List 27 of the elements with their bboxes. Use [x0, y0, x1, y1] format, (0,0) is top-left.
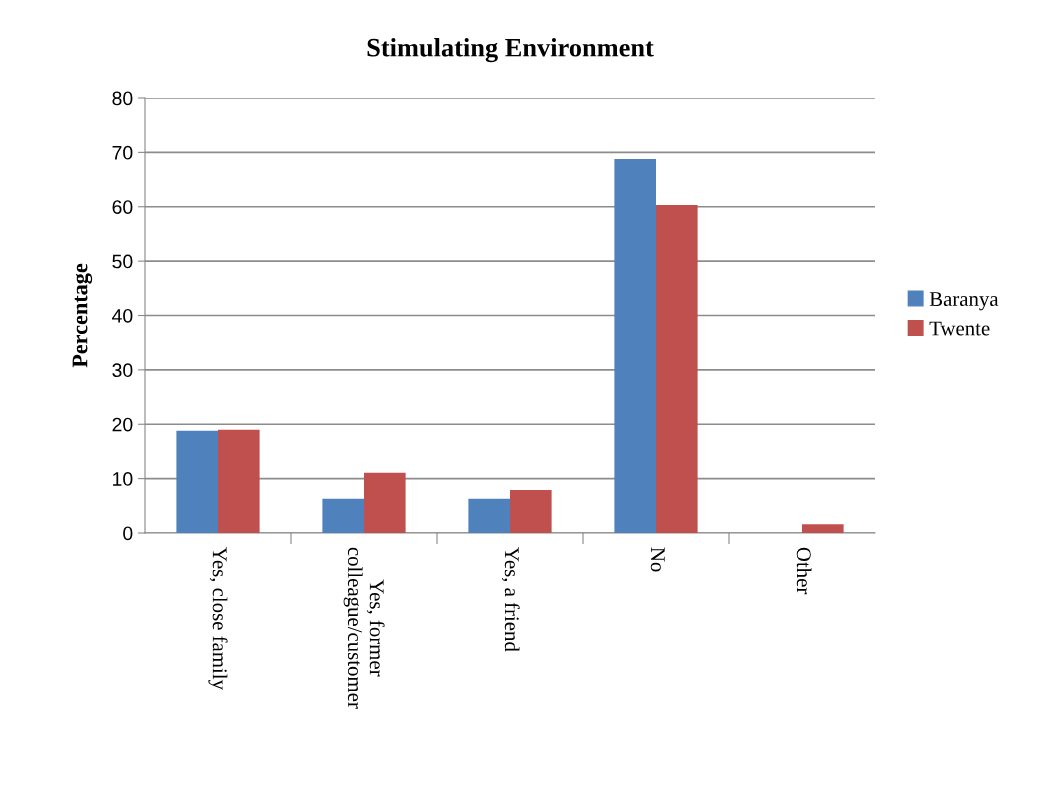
y-tick-label: 30: [112, 363, 133, 378]
bar: [802, 524, 844, 533]
y-tick-label: 20: [112, 417, 133, 432]
bar: [176, 430, 218, 533]
chart-title: Stimulating Environment: [367, 38, 654, 63]
x-tick-label: Yes, a friend: [501, 547, 520, 652]
legend-label: Twente: [929, 321, 990, 336]
bar: [510, 490, 552, 533]
y-tick-label: 60: [112, 200, 133, 214]
bar: [656, 205, 698, 533]
x-tick-label: No: [650, 547, 665, 572]
x-tick-label: Yes, close family: [208, 547, 228, 690]
y-tick-label: 0: [123, 526, 133, 541]
bar: [322, 498, 364, 533]
y-tick-label: 70: [112, 145, 133, 160]
x-tick-label: Other: [796, 547, 812, 595]
x-tick-label: Yes, former colleague/customer: [343, 547, 385, 709]
legend-label: Baranya: [929, 292, 999, 311]
y-axis-title: Percentage: [72, 263, 93, 368]
y-tick-label: 50: [112, 254, 133, 269]
bar: [364, 472, 406, 533]
y-tick-label: 10: [113, 472, 133, 486]
y-tick-label: 80: [112, 91, 133, 106]
y-tick-label: 40: [112, 308, 133, 323]
bar: [468, 498, 510, 533]
bar: [218, 429, 260, 533]
bar: [614, 158, 656, 533]
